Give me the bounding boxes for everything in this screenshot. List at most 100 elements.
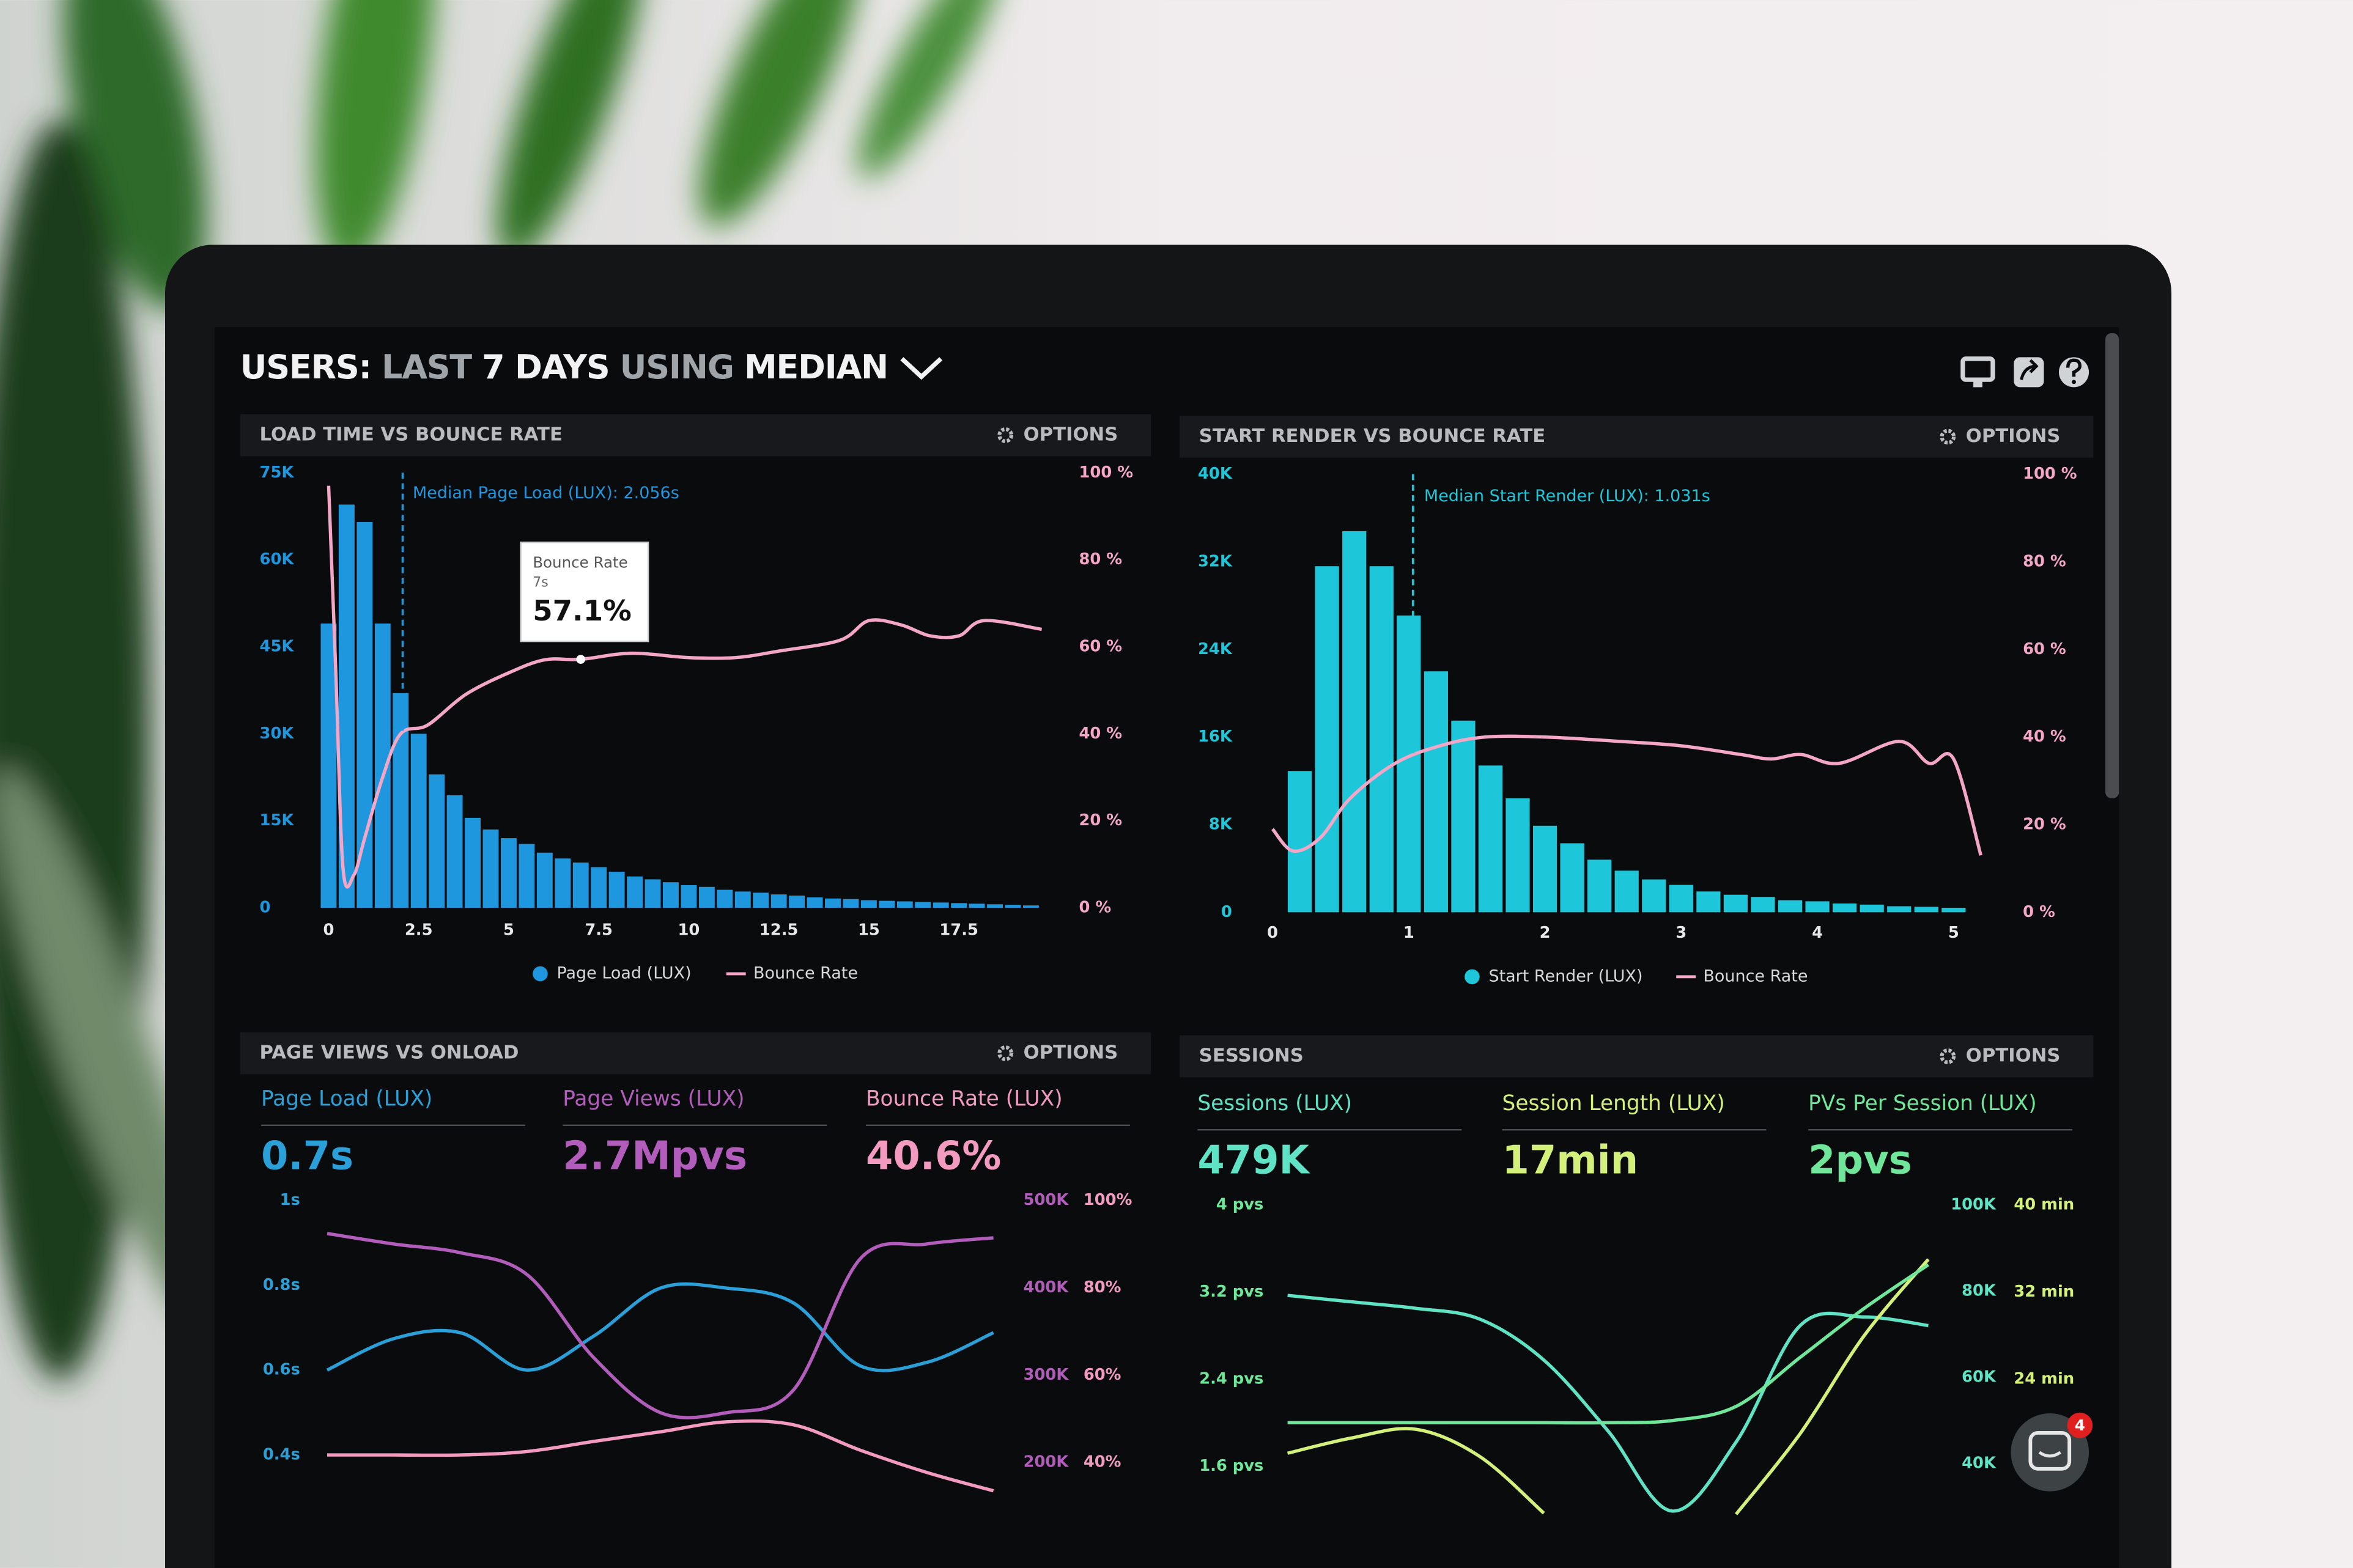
legend-swatch <box>533 966 548 982</box>
title-part: MEDIAN <box>744 348 888 386</box>
tooltip-x: 7s <box>533 575 549 590</box>
stat-label: Page Views (LUX) <box>563 1087 744 1111</box>
legend-label: Start Render (LUX) <box>1488 966 1642 985</box>
histogram-bar <box>1778 900 1803 913</box>
histogram-bar <box>608 872 625 908</box>
series-line <box>1287 1258 1930 1515</box>
dropdown-chevron[interactable] <box>900 357 943 380</box>
screen <box>214 327 2119 1568</box>
histogram-bar <box>753 893 769 908</box>
series-line <box>1287 1294 1929 1513</box>
histogram-bar <box>969 904 985 908</box>
y-tick-label: 24K <box>1198 640 1233 658</box>
y2-tick-label: 80 % <box>2023 553 2066 571</box>
y2-tick-label: 60 % <box>2023 640 2066 658</box>
series-line <box>1287 1263 1930 1425</box>
y-tick-label: 40K <box>1198 465 1233 483</box>
x-tick-label: 5 <box>503 921 514 939</box>
help-icon[interactable] <box>2059 357 2089 388</box>
dashboard-title[interactable]: USERS: LAST 7 DAYS USING MEDIAN <box>240 348 889 386</box>
histogram-bar <box>1005 905 1021 908</box>
median-label: Median Start Render (LUX): 1.031s <box>1424 487 1710 506</box>
histogram-bar <box>572 862 589 908</box>
chat-widget[interactable]: 4 <box>2011 1412 2093 1492</box>
histogram-bar <box>1022 905 1039 908</box>
histogram-bar <box>1424 671 1448 913</box>
options-button[interactable]: OPTIONS <box>1966 1045 2061 1066</box>
y-tick-label: 1.6 pvs <box>1199 1457 1263 1475</box>
tooltip-point <box>576 655 586 664</box>
y2-tick-label: 100 % <box>2023 465 2077 483</box>
options-button[interactable]: OPTIONS <box>1024 1042 1118 1064</box>
y-tick-label: 0.4s <box>263 1446 300 1464</box>
y-tick-label: 0.6s <box>263 1361 300 1379</box>
y3-tick-label: 80% <box>1084 1278 1121 1297</box>
options-button[interactable]: OPTIONS <box>1966 425 2061 447</box>
y-tick-label: 15K <box>260 811 295 830</box>
x-tick-label: 2.5 <box>405 921 433 939</box>
x-tick-label: 3 <box>1675 924 1686 942</box>
panel-header <box>240 414 1151 457</box>
histogram-bar <box>1941 908 1966 913</box>
series-line <box>1271 734 1982 856</box>
panel-title: START RENDER VS BOUNCE RATE <box>1199 425 1545 447</box>
y2-tick-label: 100K <box>1951 1195 1997 1213</box>
histogram-bar <box>519 844 535 908</box>
histogram-bar <box>1342 531 1367 913</box>
histogram-bar <box>1315 566 1339 913</box>
y-tick-label: 4 pvs <box>1216 1195 1263 1213</box>
stat-label: Bounce Rate (LUX) <box>866 1087 1063 1111</box>
histogram-bar <box>896 901 913 908</box>
panel-header <box>1179 416 2094 458</box>
histogram-bar <box>734 891 751 908</box>
options-button[interactable]: OPTIONS <box>1024 424 1118 445</box>
y-tick-label: 0.8s <box>263 1276 300 1294</box>
scrollbar[interactable] <box>2105 333 2119 798</box>
x-tick-label: 0 <box>323 921 334 939</box>
series-line <box>327 1419 994 1493</box>
panel: PAGE VIEWS VS ONLOAD OPTIONS 0.4s 0.6s 0.8s 1… <box>240 1032 1151 1493</box>
histogram-bar <box>681 885 697 908</box>
share-icon[interactable] <box>2014 357 2044 388</box>
y-tick-label: 2.4 pvs <box>1199 1370 1263 1388</box>
y2-tick-label: 80K <box>1962 1281 1997 1300</box>
histogram-bar <box>1860 904 1884 913</box>
y2-tick-label: 40 % <box>1079 724 1122 743</box>
gear-icon <box>997 427 1014 443</box>
stat-label: Session Length (LUX) <box>1502 1091 1725 1116</box>
histogram-bar <box>555 858 571 908</box>
tooltip-value: 57.1% <box>533 594 632 627</box>
stat-value: 40.6% <box>866 1133 1001 1179</box>
panel-header <box>1179 1035 2094 1078</box>
gear-icon <box>997 1045 1014 1061</box>
y2-tick-label: 300K <box>1024 1366 1069 1384</box>
series-line <box>326 1282 994 1372</box>
y2-tick-label: 0 % <box>2023 903 2055 921</box>
legend-label: Bounce Rate <box>753 963 858 982</box>
y2-tick-label: 20 % <box>2023 815 2066 834</box>
tooltip <box>520 541 649 642</box>
plant <box>0 0 1003 1380</box>
legend-label: Page Load (LUX) <box>556 963 691 982</box>
y2-tick-label: 400K <box>1024 1278 1069 1297</box>
x-tick-label: 12.5 <box>759 921 799 939</box>
histogram-bar <box>1723 894 1748 913</box>
title-part: USERS: <box>240 348 371 386</box>
histogram-bar <box>987 904 1003 908</box>
y-tick-label: 16K <box>1198 727 1233 746</box>
histogram-bar <box>500 838 517 908</box>
stat-value: 0.7s <box>261 1133 353 1179</box>
title-part: 7 DAYS <box>482 348 609 386</box>
histogram-bar <box>717 889 733 908</box>
monitor-icon[interactable] <box>1960 356 1995 388</box>
y2-tick-label: 60K <box>1962 1368 1997 1386</box>
histogram-bar <box>951 903 967 908</box>
histogram-bar <box>1805 901 1830 913</box>
y2-tick-label: 500K <box>1024 1191 1069 1209</box>
panel-header <box>240 1032 1151 1075</box>
y2-tick-label: 40 % <box>2023 727 2066 746</box>
histogram-bar <box>1451 720 1476 913</box>
x-tick-label: 10 <box>678 921 700 939</box>
